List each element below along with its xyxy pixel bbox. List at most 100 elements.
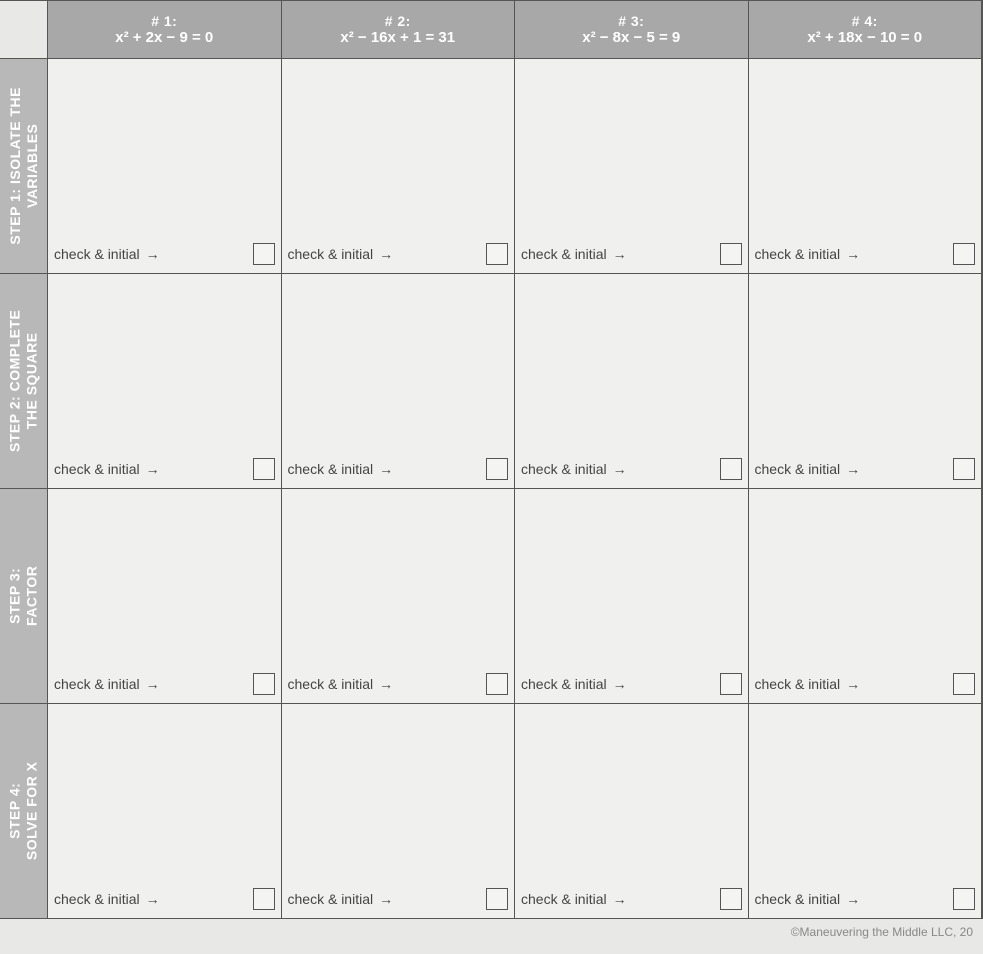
work-cell[interactable]: check & initial → [749,704,983,919]
work-cell[interactable]: check & initial → [515,489,749,704]
check-label: check & initial [54,461,140,477]
initial-box[interactable] [486,458,508,480]
check-label: check & initial [288,246,374,262]
work-cell[interactable]: check & initial → [48,704,282,919]
work-cell[interactable]: check & initial → [515,59,749,274]
work-cell[interactable]: check & initial → [282,489,516,704]
initial-box[interactable] [720,243,742,265]
check-initial-row: check & initial → [521,673,742,695]
check-label: check & initial [755,676,841,692]
arrow-icon: → [146,246,160,262]
check-initial-row: check & initial → [54,888,275,910]
col-num: # 4: [852,13,878,29]
initial-box[interactable] [486,673,508,695]
check-label: check & initial [755,246,841,262]
arrow-icon: → [379,246,393,262]
arrow-icon: → [379,891,393,907]
check-initial-row: check & initial → [521,888,742,910]
arrow-icon: → [146,461,160,477]
row-label: STEP 2: COMPLETETHE SQUARE [7,310,41,452]
work-cell[interactable]: check & initial → [515,274,749,489]
check-initial-row: check & initial → [288,673,509,695]
initial-box[interactable] [953,888,975,910]
check-initial-row: check & initial → [521,243,742,265]
work-cell[interactable]: check & initial → [749,274,983,489]
arrow-icon: → [846,891,860,907]
initial-box[interactable] [253,673,275,695]
col-num: # 3: [618,13,644,29]
initial-box[interactable] [486,243,508,265]
initial-box[interactable] [720,888,742,910]
col-num: # 2: [385,13,411,29]
col-equation: x² − 8x − 5 = 9 [582,29,680,46]
col-header-4: # 4: x² + 18x − 10 = 0 [749,1,983,59]
initial-box[interactable] [253,888,275,910]
copyright-footer: ©Maneuvering the Middle LLC, 20 [0,919,983,939]
check-label: check & initial [521,461,607,477]
check-initial-row: check & initial → [54,458,275,480]
row-label: STEP 3:FACTOR [7,566,41,626]
initial-box[interactable] [953,458,975,480]
arrow-icon: → [846,676,860,692]
row-label: STEP 1: ISOLATE THEVARIABLES [7,87,41,245]
check-initial-row: check & initial → [755,243,976,265]
check-label: check & initial [521,891,607,907]
work-cell[interactable]: check & initial → [749,59,983,274]
check-label: check & initial [521,246,607,262]
check-initial-row: check & initial → [755,673,976,695]
check-initial-row: check & initial → [521,458,742,480]
row-header-3: STEP 3:FACTOR [0,489,48,704]
arrow-icon: → [613,461,627,477]
col-header-1: # 1: x² + 2x − 9 = 0 [48,1,282,59]
check-initial-row: check & initial → [54,243,275,265]
initial-box[interactable] [720,458,742,480]
col-header-2: # 2: x² − 16x + 1 = 31 [282,1,516,59]
initial-box[interactable] [953,243,975,265]
check-label: check & initial [755,891,841,907]
arrow-icon: → [613,246,627,262]
arrow-icon: → [379,676,393,692]
work-cell[interactable]: check & initial → [48,59,282,274]
initial-box[interactable] [720,673,742,695]
work-cell[interactable]: check & initial → [48,489,282,704]
arrow-icon: → [846,461,860,477]
work-cell[interactable]: check & initial → [282,59,516,274]
col-equation: x² + 18x − 10 = 0 [807,29,922,46]
initial-box[interactable] [953,673,975,695]
row-label: STEP 4:SOLVE FOR X [7,762,41,861]
check-label: check & initial [54,246,140,262]
corner-cell [0,1,48,59]
col-header-3: # 3: x² − 8x − 5 = 9 [515,1,749,59]
col-equation: x² − 16x + 1 = 31 [340,29,455,46]
initial-box[interactable] [253,243,275,265]
check-initial-row: check & initial → [755,888,976,910]
arrow-icon: → [613,676,627,692]
work-cell[interactable]: check & initial → [48,274,282,489]
row-header-2: STEP 2: COMPLETETHE SQUARE [0,274,48,489]
check-label: check & initial [521,676,607,692]
check-label: check & initial [54,891,140,907]
work-cell[interactable]: check & initial → [749,489,983,704]
row-header-4: STEP 4:SOLVE FOR X [0,704,48,919]
arrow-icon: → [146,891,160,907]
check-initial-row: check & initial → [288,243,509,265]
work-cell[interactable]: check & initial → [282,704,516,919]
col-equation: x² + 2x − 9 = 0 [115,29,213,46]
check-label: check & initial [755,461,841,477]
work-cell[interactable]: check & initial → [282,274,516,489]
arrow-icon: → [846,246,860,262]
arrow-icon: → [146,676,160,692]
work-cell[interactable]: check & initial → [515,704,749,919]
worksheet-grid: # 1: x² + 2x − 9 = 0 # 2: x² − 16x + 1 =… [0,0,983,919]
col-num: # 1: [151,13,177,29]
arrow-icon: → [613,891,627,907]
check-initial-row: check & initial → [755,458,976,480]
arrow-icon: → [379,461,393,477]
check-initial-row: check & initial → [288,888,509,910]
initial-box[interactable] [253,458,275,480]
check-label: check & initial [54,676,140,692]
initial-box[interactable] [486,888,508,910]
check-initial-row: check & initial → [54,673,275,695]
check-label: check & initial [288,461,374,477]
check-label: check & initial [288,891,374,907]
